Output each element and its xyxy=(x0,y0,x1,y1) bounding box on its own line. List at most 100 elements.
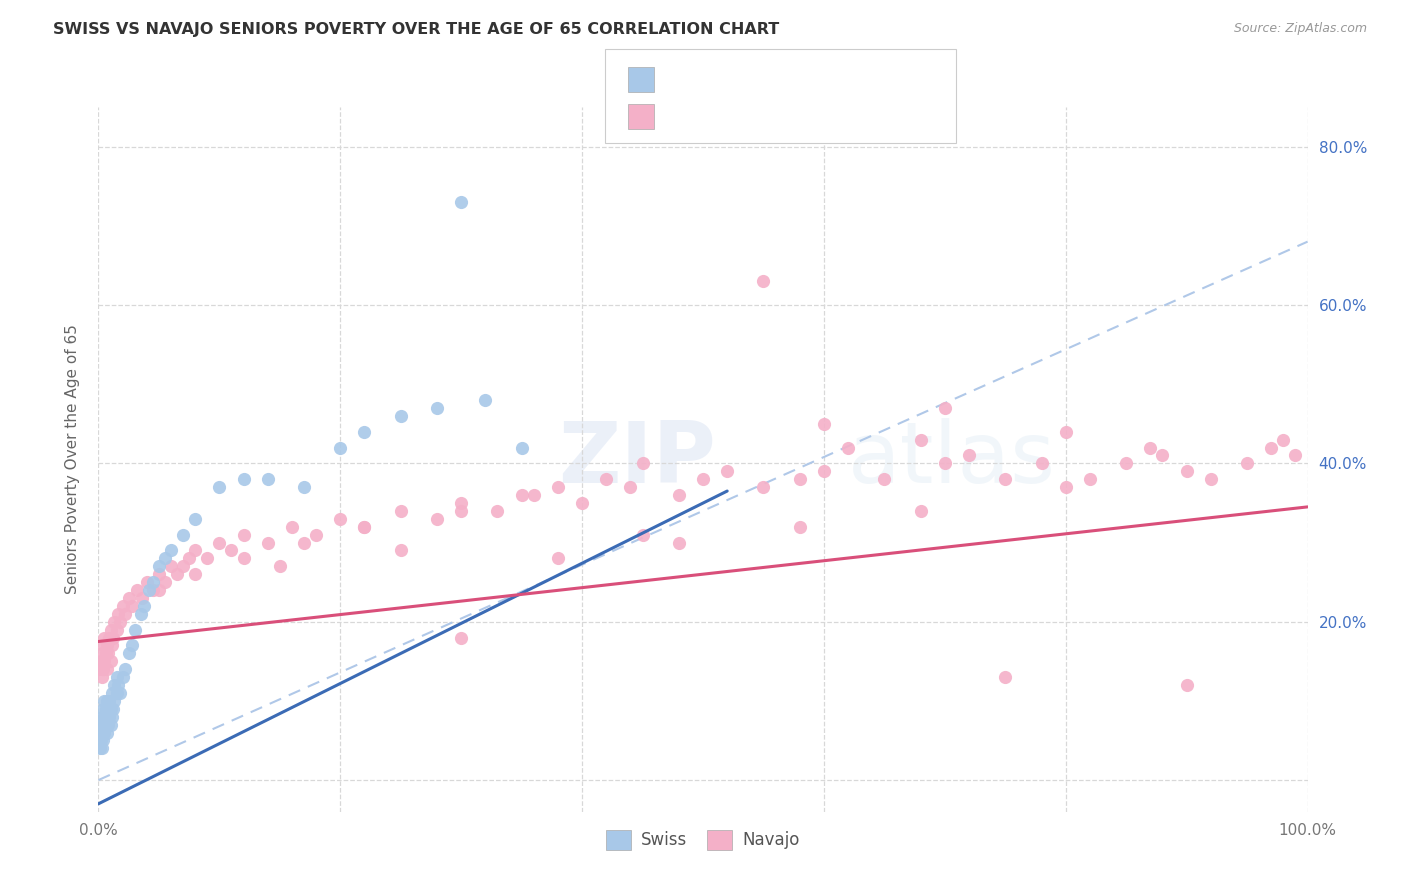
Point xyxy=(184,512,207,526)
Point xyxy=(668,535,690,549)
Point xyxy=(100,702,122,716)
Point xyxy=(124,623,146,637)
Point xyxy=(934,456,956,470)
Point xyxy=(172,559,194,574)
Point xyxy=(96,662,118,676)
Point xyxy=(1175,678,1198,692)
Point xyxy=(232,472,254,486)
Point xyxy=(957,449,980,463)
Point xyxy=(389,504,412,518)
Point xyxy=(1078,472,1101,486)
Point xyxy=(90,654,112,668)
Point xyxy=(389,409,412,423)
Point xyxy=(91,717,114,731)
Point xyxy=(135,575,157,590)
Point xyxy=(111,670,134,684)
Point xyxy=(91,639,114,653)
Point xyxy=(619,480,641,494)
Point xyxy=(153,575,176,590)
Point xyxy=(1054,480,1077,494)
Point xyxy=(1152,449,1174,463)
Point xyxy=(184,543,207,558)
Point xyxy=(121,639,143,653)
Point xyxy=(994,472,1017,486)
Point xyxy=(96,709,118,723)
Point xyxy=(89,662,111,676)
Point xyxy=(668,488,690,502)
Point xyxy=(184,567,207,582)
Point xyxy=(305,527,328,541)
Point xyxy=(1175,464,1198,478)
Point xyxy=(474,392,496,407)
Text: 0.562: 0.562 xyxy=(704,104,759,122)
Point xyxy=(450,496,472,510)
Point xyxy=(134,599,156,613)
Point xyxy=(232,551,254,566)
Point xyxy=(93,654,115,668)
Point xyxy=(89,725,111,739)
Point xyxy=(93,709,115,723)
Point xyxy=(547,480,569,494)
Point xyxy=(105,623,128,637)
Point xyxy=(837,441,859,455)
Point xyxy=(450,631,472,645)
Point xyxy=(100,639,122,653)
Point xyxy=(105,670,128,684)
Point xyxy=(1236,456,1258,470)
Point xyxy=(389,543,412,558)
Point xyxy=(486,504,509,518)
Text: N =: N = xyxy=(761,62,800,80)
Point xyxy=(90,717,112,731)
Point xyxy=(97,702,120,716)
Point xyxy=(97,717,120,731)
Point xyxy=(93,725,115,739)
Text: R =: R = xyxy=(665,104,703,122)
Text: N =: N = xyxy=(761,104,800,122)
Point xyxy=(103,694,125,708)
Point xyxy=(1054,425,1077,439)
Point xyxy=(1272,433,1295,447)
Point xyxy=(91,662,114,676)
Point xyxy=(91,646,114,660)
Point xyxy=(208,535,231,549)
Point xyxy=(101,702,124,716)
Point xyxy=(91,741,114,756)
Point xyxy=(426,401,449,415)
Point xyxy=(1031,456,1053,470)
Point xyxy=(118,646,141,660)
Point xyxy=(98,631,121,645)
Point xyxy=(90,733,112,747)
Point xyxy=(873,472,896,486)
Point xyxy=(329,512,352,526)
Point xyxy=(910,433,932,447)
Point xyxy=(789,519,811,533)
Point xyxy=(510,488,533,502)
Point xyxy=(142,575,165,590)
Point xyxy=(752,274,775,288)
Point xyxy=(631,456,654,470)
Point xyxy=(118,591,141,605)
Point xyxy=(100,686,122,700)
Text: R =: R = xyxy=(665,62,703,80)
Text: SWISS VS NAVAJO SENIORS POVERTY OVER THE AGE OF 65 CORRELATION CHART: SWISS VS NAVAJO SENIORS POVERTY OVER THE… xyxy=(53,22,780,37)
Point xyxy=(100,623,122,637)
Point xyxy=(426,512,449,526)
Point xyxy=(1115,456,1137,470)
Point xyxy=(994,670,1017,684)
Point xyxy=(450,195,472,210)
Point xyxy=(107,607,129,621)
Point xyxy=(1139,441,1161,455)
Point xyxy=(101,631,124,645)
Text: atlas: atlas xyxy=(848,417,1056,501)
Point xyxy=(93,631,115,645)
Point xyxy=(353,425,375,439)
Point xyxy=(100,717,122,731)
Point xyxy=(571,496,593,510)
Point xyxy=(108,686,131,700)
Point xyxy=(160,543,183,558)
Point xyxy=(148,582,170,597)
Point xyxy=(114,607,136,621)
Point xyxy=(97,646,120,660)
Point xyxy=(100,709,122,723)
Point xyxy=(93,694,115,708)
